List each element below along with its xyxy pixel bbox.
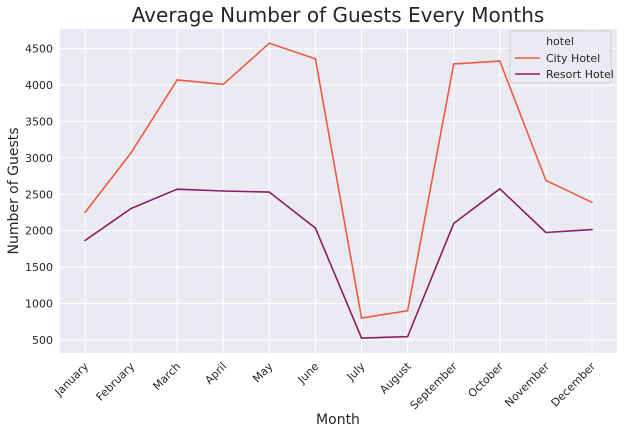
- series-layer: [84, 42, 593, 339]
- data-point: [360, 317, 363, 319]
- y-tick-label: 2500: [25, 188, 53, 201]
- y-tick-label: 1500: [25, 261, 53, 274]
- y-tick-label: 4500: [25, 43, 53, 56]
- x-tick-label: February: [94, 360, 138, 404]
- data-point: [176, 188, 178, 190]
- data-point: [499, 60, 501, 62]
- x-tick-label: June: [295, 360, 322, 387]
- data-point: [591, 201, 593, 204]
- data-point: [176, 79, 178, 81]
- data-point: [545, 231, 547, 234]
- data-point: [268, 191, 271, 193]
- data-point: [452, 222, 455, 225]
- y-tick-label: 1000: [25, 297, 53, 310]
- x-tick-label: July: [344, 360, 368, 384]
- x-tick-label: March: [150, 360, 183, 393]
- chart-title: Average Number of Guests Every Months: [132, 3, 545, 27]
- x-tick-labels: January February March April May June July Augu…: [52, 359, 599, 412]
- x-tick-label: September: [408, 360, 461, 413]
- legend-box: [509, 30, 612, 84]
- data-point: [406, 335, 409, 338]
- x-tick-label: November: [502, 360, 552, 410]
- data-point: [360, 337, 363, 339]
- y-tick-label: 4000: [25, 79, 53, 92]
- legend: hotel City Hotel Resort Hotel: [509, 30, 614, 84]
- data-point: [84, 211, 86, 214]
- data-point: [130, 151, 132, 154]
- data-point: [499, 188, 501, 190]
- y-tick-labels: 500 1000 1500 2000 2500 3000 3500 4000 4500: [25, 43, 53, 347]
- data-point: [591, 228, 593, 231]
- y-tick-label: 2000: [25, 225, 53, 238]
- x-tick-label: August: [377, 359, 414, 396]
- data-point: [406, 309, 409, 312]
- y-tick-label: 3500: [25, 115, 53, 128]
- x-axis-title: Month: [316, 412, 360, 428]
- y-axis-title: Number of Guests: [6, 127, 22, 254]
- grid: [60, 29, 617, 353]
- x-tick-label: January: [52, 360, 92, 400]
- legend-label: Resort Hotel: [546, 68, 614, 81]
- data-point: [222, 190, 225, 192]
- data-point: [452, 63, 455, 65]
- data-point: [545, 179, 547, 182]
- data-point: [314, 58, 317, 60]
- legend-title: hotel: [546, 35, 574, 48]
- data-point: [314, 227, 317, 229]
- x-tick-label: December: [549, 360, 599, 410]
- data-point: [130, 207, 132, 210]
- x-tick-label: May: [250, 360, 276, 386]
- x-tick-label: April: [202, 360, 229, 387]
- y-tick-label: 3000: [25, 152, 53, 165]
- data-point: [268, 42, 271, 44]
- data-point: [222, 83, 225, 86]
- x-tick-label: October: [466, 360, 507, 401]
- series-line: [84, 42, 593, 319]
- y-tick-label: 500: [32, 334, 53, 347]
- legend-label: City Hotel: [546, 52, 600, 65]
- data-point: [84, 239, 86, 242]
- series-line: [84, 188, 593, 339]
